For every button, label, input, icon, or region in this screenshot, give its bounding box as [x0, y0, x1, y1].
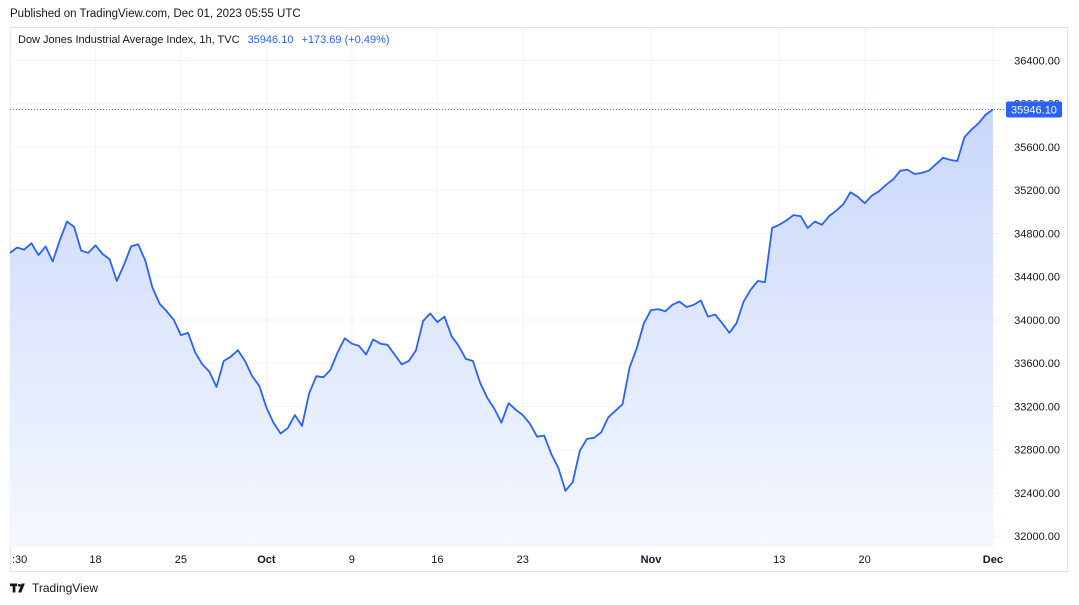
x-tick-label: 20	[859, 554, 871, 566]
x-tick-label: 9	[349, 554, 355, 566]
x-tick-label: :30	[12, 554, 27, 566]
x-tick-label: Dec	[983, 554, 1003, 566]
x-tick-label: 18	[89, 554, 101, 566]
y-tick-label: 35600.00	[1014, 142, 1060, 154]
y-tick-label: 32000.00	[1014, 531, 1060, 543]
brand-label: TradingView	[32, 581, 99, 595]
last-price-tag: 35946.10	[1006, 101, 1062, 118]
tradingview-logo-icon	[10, 583, 25, 593]
last-price-tag-label: 35946.10	[1011, 105, 1057, 117]
y-tick-label: 34400.00	[1014, 272, 1060, 284]
y-tick-label: 36400.00	[1014, 55, 1060, 67]
x-axis: :30 18 25 Oct 9 16 23 Nov 13 20 Dec	[12, 554, 1003, 566]
x-tick-label: Nov	[641, 554, 663, 566]
y-tick-label: 33600.00	[1014, 358, 1060, 370]
y-tick-label: 34000.00	[1014, 315, 1060, 327]
footer-brand[interactable]: TradingView	[10, 581, 98, 595]
symbol-label: Dow Jones Industrial Average Index, 1h, …	[18, 34, 240, 46]
y-tick-label: 32400.00	[1014, 488, 1060, 500]
last-price-tag-bg	[1006, 101, 1062, 118]
legend: Dow Jones Industrial Average Index, 1h, …	[18, 34, 390, 46]
x-tick-label: 13	[773, 554, 785, 566]
change-value: +173.69 (+0.49%)	[301, 34, 390, 46]
y-tick-label: 35200.00	[1014, 185, 1060, 197]
y-tick-label: 33200.00	[1014, 401, 1060, 413]
price-area	[10, 109, 993, 547]
x-tick-label: Oct	[257, 554, 276, 566]
last-value: 35946.10	[247, 34, 294, 46]
published-caption: Published on TradingView.com, Dec 01, 20…	[10, 8, 301, 20]
x-tick-label: 16	[431, 554, 443, 566]
x-tick-label: 25	[175, 554, 187, 566]
y-axis: 32000.00 32400.00 32800.00 33200.00 33600.00…	[1014, 55, 1060, 543]
price-line	[9, 108, 994, 492]
y-tick-label: 32800.00	[1014, 445, 1060, 457]
y-tick-label: 34800.00	[1014, 228, 1060, 240]
x-tick-label: 23	[517, 554, 529, 566]
